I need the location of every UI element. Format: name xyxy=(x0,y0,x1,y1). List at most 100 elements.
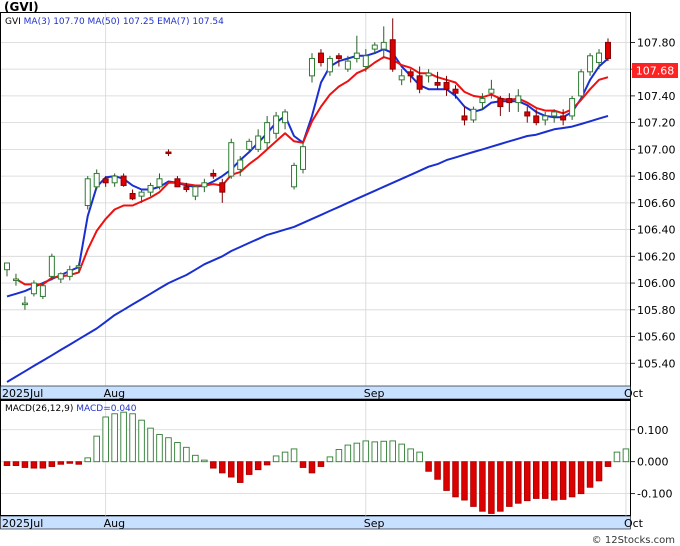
legend-item: MA(50) xyxy=(85,17,120,27)
macd-bar-negative xyxy=(524,461,531,502)
candle-body-up xyxy=(246,140,253,150)
candle xyxy=(461,106,468,126)
candle xyxy=(48,253,55,281)
candle xyxy=(380,26,387,59)
candle-body-up xyxy=(542,115,549,121)
legend-item: MACD(26,12,9) xyxy=(5,404,73,414)
macd-bar-positive xyxy=(192,454,199,463)
candle xyxy=(587,53,594,76)
macd-bar-negative xyxy=(586,461,594,488)
macd-bar-negative xyxy=(506,461,513,507)
macd-bar-negative xyxy=(254,461,262,471)
candle-body-up xyxy=(273,115,280,134)
price-tick-label: 106.20 xyxy=(637,250,676,263)
candle xyxy=(497,95,504,116)
candle-body-down xyxy=(560,115,567,121)
macd-bar-negative xyxy=(317,461,325,467)
candle-body-down xyxy=(434,82,441,86)
candle-body-up xyxy=(138,191,145,197)
x-tick-label: 2025Jul xyxy=(2,387,43,400)
macd-bar-positive xyxy=(622,448,630,463)
candle xyxy=(291,162,298,190)
candle-body-up xyxy=(425,72,432,77)
candle-body-up xyxy=(551,111,558,117)
macd-bar-positive xyxy=(102,416,109,463)
macd-bar-positive xyxy=(281,451,289,463)
candle-body-up xyxy=(362,55,369,67)
macd-bar-positive xyxy=(129,413,136,463)
candle xyxy=(156,173,163,190)
candle-body-up xyxy=(344,60,351,70)
macd-bar-positive xyxy=(120,411,127,463)
macd-bar-negative xyxy=(461,461,468,501)
legend-item: 107.70 xyxy=(50,17,85,27)
candle-body-up xyxy=(371,44,378,50)
macd-bar-positive xyxy=(147,427,154,463)
candle xyxy=(524,106,531,123)
macd-bar-positive xyxy=(272,455,280,463)
legend-item: MA(3) xyxy=(21,17,51,27)
candle xyxy=(147,182,154,197)
candle-body-up xyxy=(66,269,73,277)
macd-bar-positive xyxy=(398,443,405,463)
candle-body-up xyxy=(380,41,387,50)
x-tick-label: Oct xyxy=(624,517,644,530)
macd-bar-negative xyxy=(12,461,20,466)
candle xyxy=(174,176,181,188)
candle xyxy=(57,272,64,284)
candle-body-down xyxy=(524,111,531,117)
macd-bar-negative xyxy=(299,461,307,468)
price-tick-label: 107.40 xyxy=(637,90,676,103)
candle xyxy=(12,273,19,286)
candle xyxy=(300,142,307,174)
candle-body-down xyxy=(452,88,459,94)
candle-body-down xyxy=(506,98,513,104)
candle xyxy=(542,111,549,126)
macd-histogram xyxy=(3,411,630,514)
candle-body-up xyxy=(470,108,477,121)
candle-body-up xyxy=(479,98,486,104)
price-tick-label: 106.00 xyxy=(637,277,676,290)
price-tick-label: 106.40 xyxy=(637,224,676,237)
candle-body-up xyxy=(308,57,315,77)
candle-body-up xyxy=(4,262,10,271)
price-tick-label: 107.80 xyxy=(637,36,676,49)
price-tick-label: 107.20 xyxy=(637,117,676,130)
candle xyxy=(102,176,109,187)
candle xyxy=(317,49,324,67)
macd-bar-positive xyxy=(156,434,163,463)
candle-body-up xyxy=(264,122,271,144)
candle-body-down xyxy=(461,115,468,121)
macd-bar-negative xyxy=(236,461,244,483)
macd-bar-positive xyxy=(344,444,352,463)
x-tick-label: Sep xyxy=(364,517,385,530)
candle-body-up xyxy=(353,52,360,59)
price-tick-label: 105.80 xyxy=(637,304,676,317)
candle-body-down xyxy=(497,98,504,108)
macd-bar-positive xyxy=(326,456,334,463)
macd-bar-negative xyxy=(245,461,253,475)
candle xyxy=(596,49,603,70)
candle-body-up xyxy=(75,265,82,268)
macd-bar-positive xyxy=(407,448,414,463)
candle xyxy=(605,38,611,62)
macd-bar-positive xyxy=(290,448,298,463)
candle xyxy=(30,280,37,297)
candle xyxy=(255,129,262,153)
price-y-axis: 105.40 105.60 105.80 106.00 106.20 106.40 106.… xyxy=(630,36,676,370)
candle-body-up xyxy=(326,57,333,73)
candle-body-up xyxy=(596,52,603,63)
macd-bar-negative xyxy=(308,461,316,474)
x-tick-label: 2025Jul xyxy=(2,517,43,530)
price-legend: GVI MA(3) 107.70 MA(50) 107.25 EMA(7) 10… xyxy=(5,17,224,27)
macd-bar-negative xyxy=(210,461,217,469)
macd-bar-negative xyxy=(568,461,576,498)
candle-body-down xyxy=(533,115,540,124)
legend-item: 107.54 xyxy=(190,17,225,27)
macd-bar-negative xyxy=(219,461,226,474)
candle-body-down xyxy=(129,192,136,200)
macd-bar-negative xyxy=(541,461,549,499)
candle xyxy=(210,169,217,179)
candle xyxy=(84,176,91,210)
